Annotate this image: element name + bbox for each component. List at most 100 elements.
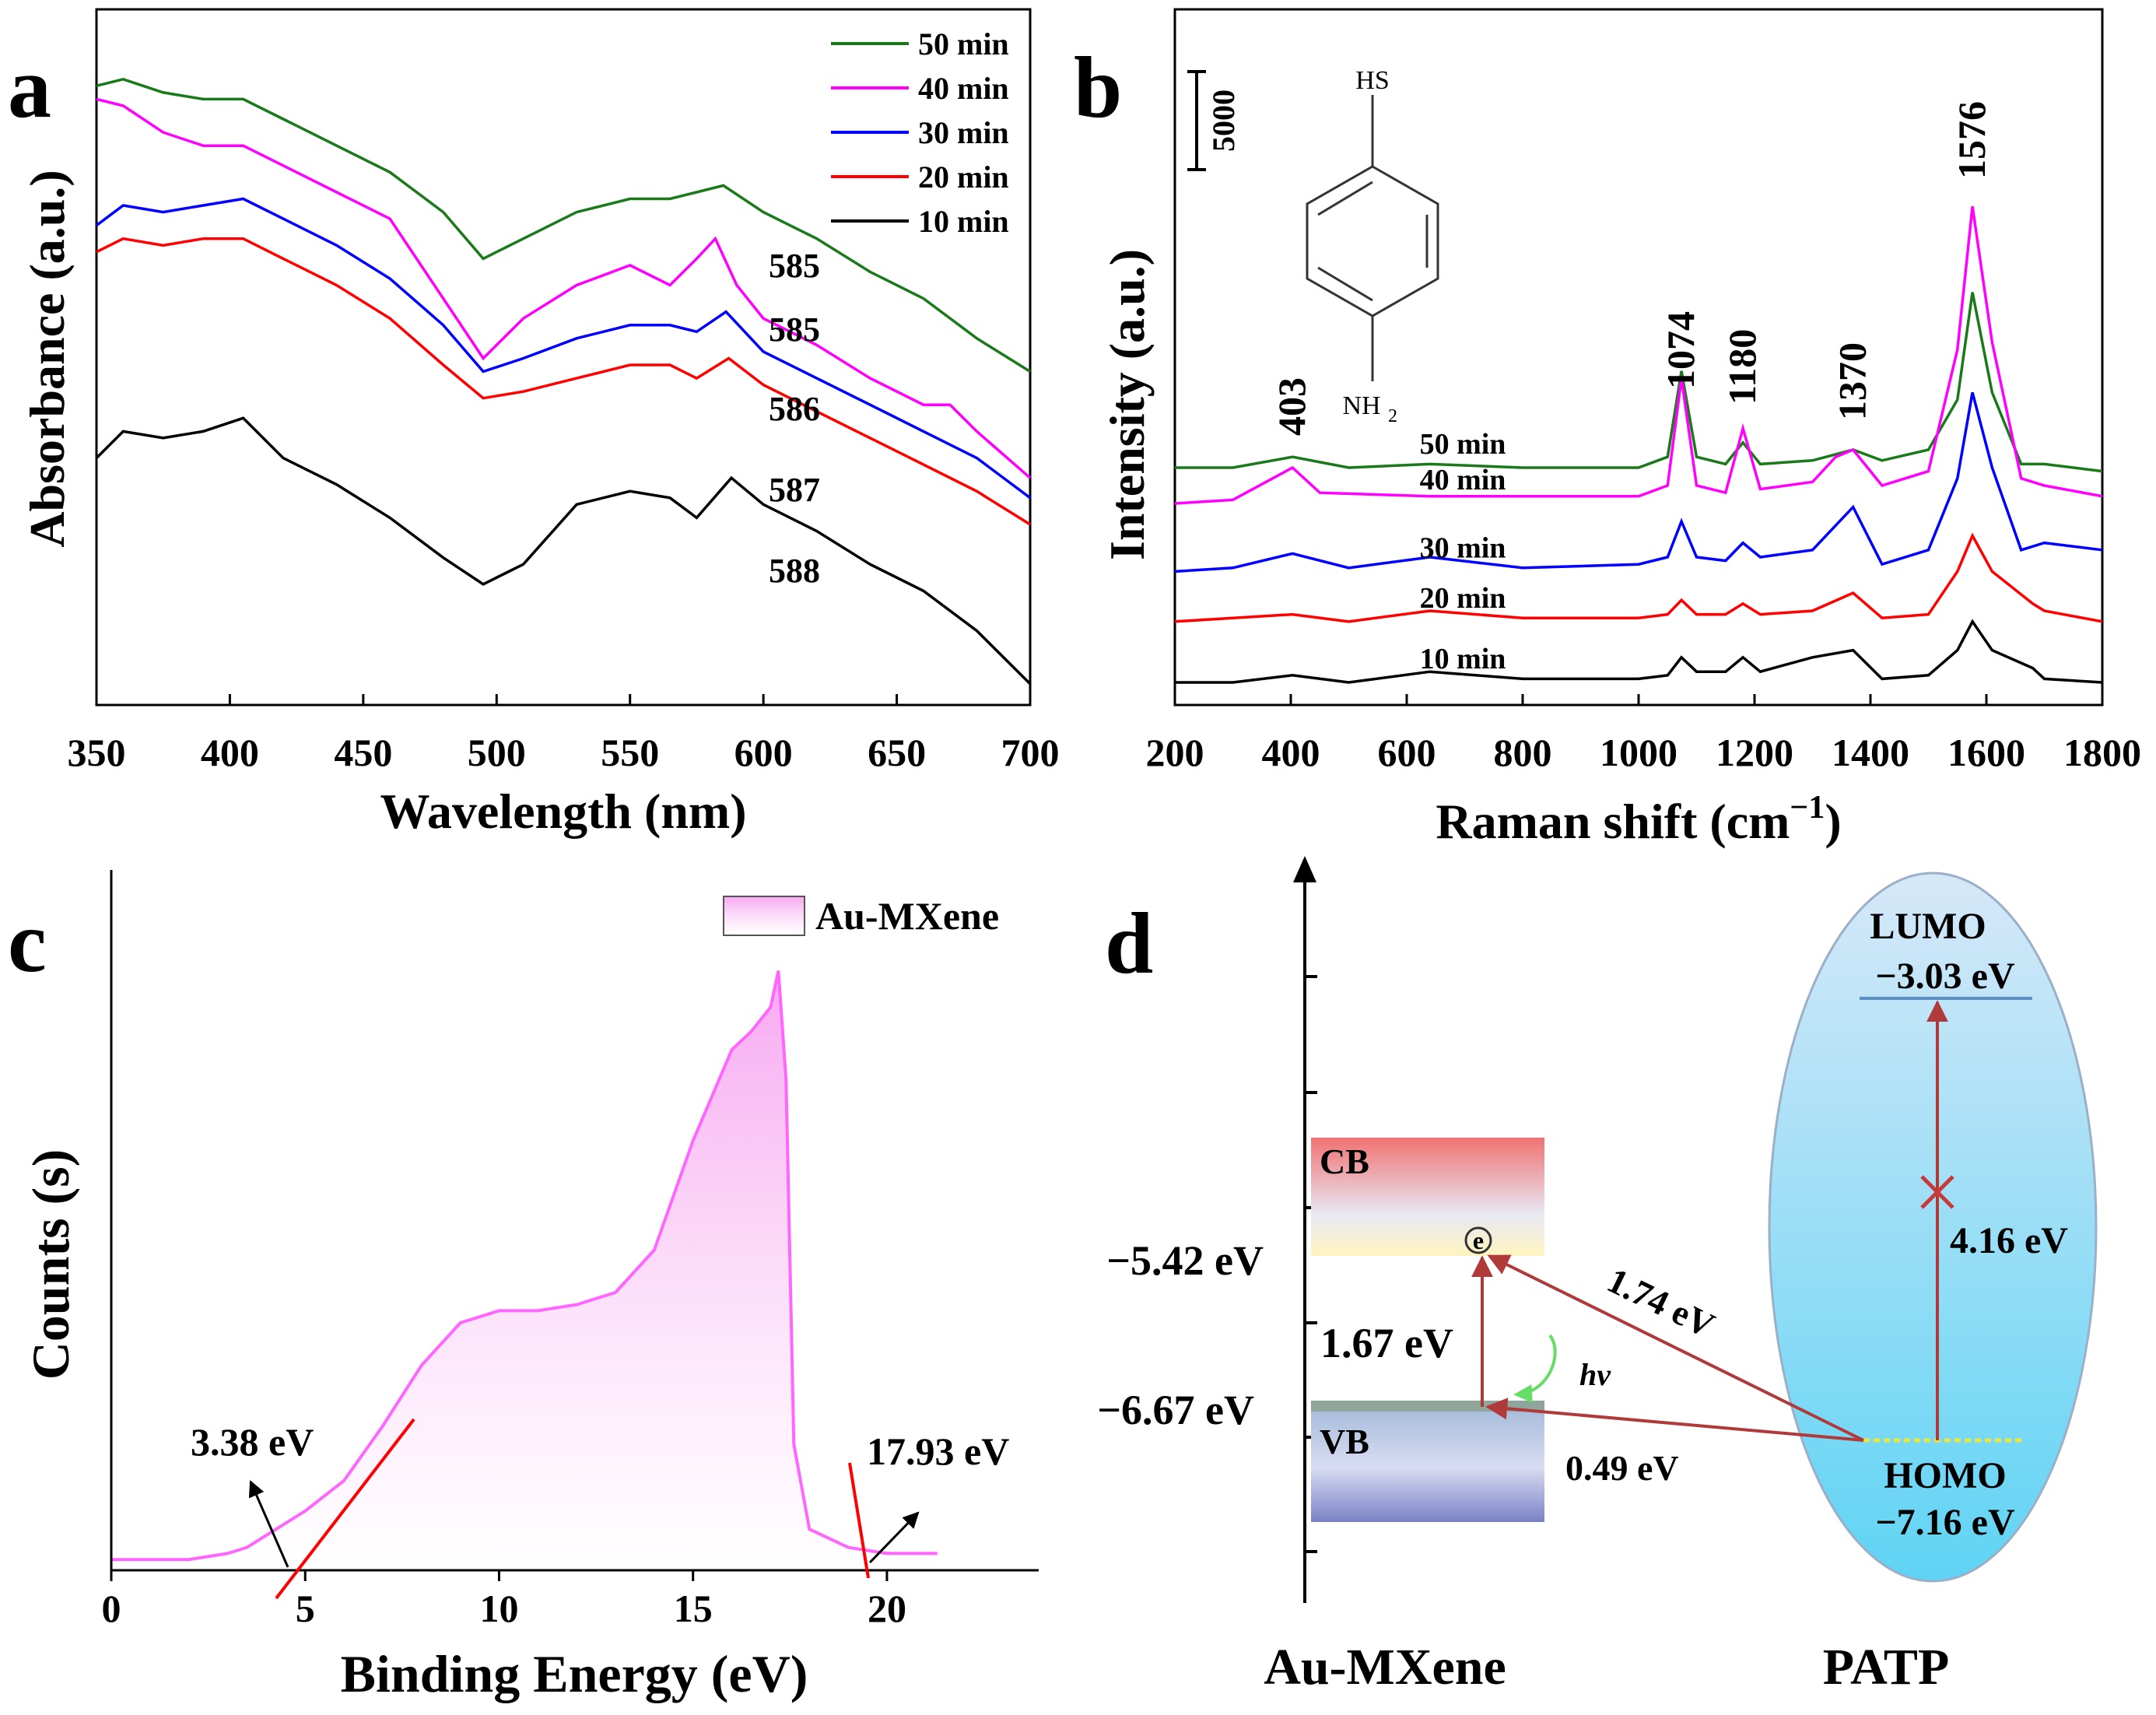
x-tick-label-b: 800	[1494, 731, 1552, 774]
series-label-b: 50 min	[1420, 428, 1506, 461]
homo-energy: −7.16 eV	[1875, 1502, 2015, 1543]
panel-a: a 350 400 450 500 550 600 650 700 5855855865875…	[8, 8, 1060, 839]
light-excitation-icon	[1513, 1334, 1557, 1404]
x-axis-title-b-main: Raman shift (cm	[1436, 794, 1790, 849]
peak-labels-b: 403 1074 1180 1370 1576	[1270, 101, 1993, 436]
series-line-20-min	[96, 237, 1031, 526]
homo-to-vb-gap-label: 0.49 eV	[1565, 1448, 1679, 1488]
x-tick-label-c: 0	[102, 1587, 121, 1630]
x-tick-label-b: 1400	[1832, 731, 1909, 774]
x-axis-title-b-close: )	[1825, 794, 1841, 849]
x-tick-label-b: 1000	[1600, 731, 1677, 774]
series-line-b-50-min	[1175, 292, 2103, 473]
x-tick-label-a: 550	[601, 731, 659, 774]
series-line-b-20-min	[1174, 532, 2103, 623]
x-tick-label-b: 600	[1378, 731, 1436, 774]
mxene-gap-label: 1.67 eV	[1320, 1320, 1453, 1366]
series-lines-a	[95, 77, 1032, 686]
series-area-c	[111, 970, 938, 1570]
x-tick-label-c: 10	[479, 1587, 518, 1630]
x-tick-label-a: 600	[734, 731, 793, 774]
annotation-left: 3.38 eV	[191, 1420, 314, 1464]
valence-band	[1311, 1401, 1544, 1522]
energy-axis-arrowhead	[1293, 856, 1316, 882]
electron-circle	[1464, 1226, 1492, 1254]
legend-label-a: 40 min	[918, 71, 1009, 106]
annotation-arrow-left	[248, 1480, 289, 1568]
homo-label: HOMO	[1884, 1455, 2006, 1496]
x-tick-label-a: 400	[201, 731, 259, 774]
x-tick-label-b: 1600	[1947, 731, 2025, 774]
peak-label-b: 403	[1270, 377, 1313, 436]
vb-edge-energy: −6.67 eV	[1097, 1387, 1254, 1433]
panel-letter-b: b	[1074, 40, 1122, 136]
x-tick-label-a: 350	[68, 731, 126, 774]
lumo-energy: −3.03 eV	[1875, 956, 2015, 997]
x-axis-c: 0 5 10 15 20	[102, 1570, 906, 1630]
x-tick-label-b: 1800	[2063, 731, 2141, 774]
legend-swatch-c	[723, 896, 805, 936]
peak-label-a: 586	[769, 390, 820, 428]
legend-label-a: 30 min	[918, 115, 1009, 150]
x-tick-label-c: 15	[674, 1587, 713, 1630]
x-axis-title-a: Wavelength (nm)	[380, 784, 746, 839]
series-line-30-min	[95, 197, 1032, 500]
series-label-b: 30 min	[1420, 531, 1506, 564]
legend-a: 50 min 40 min 30 min 20 min 10 min	[831, 26, 1009, 239]
x-tick-label-b: 1200	[1716, 731, 1793, 774]
x-tick-label-a: 450	[334, 731, 392, 774]
legend-label-a: 10 min	[918, 204, 1009, 239]
cb-edge-energy: −5.42 eV	[1106, 1237, 1264, 1284]
x-tick-label-a: 650	[868, 731, 926, 774]
panel-b: b 200 400 600 800 1000 1200 1400 1600 1800 403 10…	[1074, 8, 2141, 849]
series-label-b: 10 min	[1420, 643, 1506, 675]
area-fill-c	[111, 970, 938, 1570]
tangent-line-left	[275, 1418, 415, 1600]
peak-label-b: 1180	[1720, 329, 1764, 405]
peak-label-b: 1074	[1659, 311, 1702, 389]
series-line-10-min	[95, 416, 1032, 686]
x-axis-title-c: Binding Energy (eV)	[341, 1644, 808, 1703]
peak-labels-a: 585 585 586 587 588	[769, 247, 820, 590]
peak-label-b: 1576	[1950, 101, 1993, 179]
x-tick-label-b: 200	[1146, 731, 1204, 774]
blocked-transition-icon	[1920, 1175, 1954, 1209]
series-label-b: 20 min	[1420, 582, 1506, 615]
light-label: hv	[1579, 1357, 1611, 1392]
lumo-label: LUMO	[1870, 906, 1986, 947]
annotation-arrow-right	[868, 1511, 920, 1564]
molecule-patp	[1306, 95, 1439, 381]
series-label-b: 40 min	[1420, 464, 1506, 496]
panel-d: d CB VB e	[1097, 856, 2098, 1696]
homo-to-cb-arrow	[1487, 1254, 1864, 1442]
series-line-b-10-min	[1175, 619, 2103, 684]
homo-to-cb-gap-label: 1.74 eV	[1601, 1260, 1720, 1345]
molecule-bottom-group: NH	[1342, 391, 1380, 420]
patp-orbital-ellipse	[1768, 872, 2098, 1583]
scale-bar-label: 5000	[1206, 89, 1241, 152]
x-tick-label-b: 400	[1262, 731, 1320, 774]
vb-label: VB	[1320, 1422, 1369, 1461]
y-axis-title-c: Counts (s)	[21, 1149, 80, 1380]
x-axis-title-b-sup: −1	[1790, 790, 1825, 826]
peak-label-a: 585	[769, 310, 820, 349]
panel-c: c 0 5 10 15 20 Au-MXene 3.38 eV 17.93 eV Bin…	[8, 870, 1039, 1703]
series-line-b-30-min	[1174, 391, 2103, 573]
mxene-axis-label: Au-MXene	[1264, 1639, 1506, 1696]
plot-frame-a	[95, 8, 1032, 707]
panel-letter-d: d	[1105, 896, 1153, 992]
legend-label-a: 20 min	[918, 160, 1009, 195]
series-line-b-40-min	[1174, 205, 2103, 505]
legend-label-c: Au-MXene	[815, 894, 999, 938]
scale-bar: 5000	[1187, 70, 1241, 171]
conduction-band	[1311, 1138, 1544, 1256]
homo-to-vb-arrow	[1485, 1398, 1864, 1442]
peak-label-a: 588	[769, 552, 820, 590]
molecule-top-group: HS	[1355, 66, 1389, 95]
x-tick-label-a: 700	[1001, 731, 1060, 774]
molecule-bottom-sub: 2	[1388, 406, 1397, 426]
series-line-40-min	[96, 97, 1032, 479]
peak-label-a: 585	[769, 247, 820, 285]
peak-label-a: 587	[769, 471, 820, 509]
